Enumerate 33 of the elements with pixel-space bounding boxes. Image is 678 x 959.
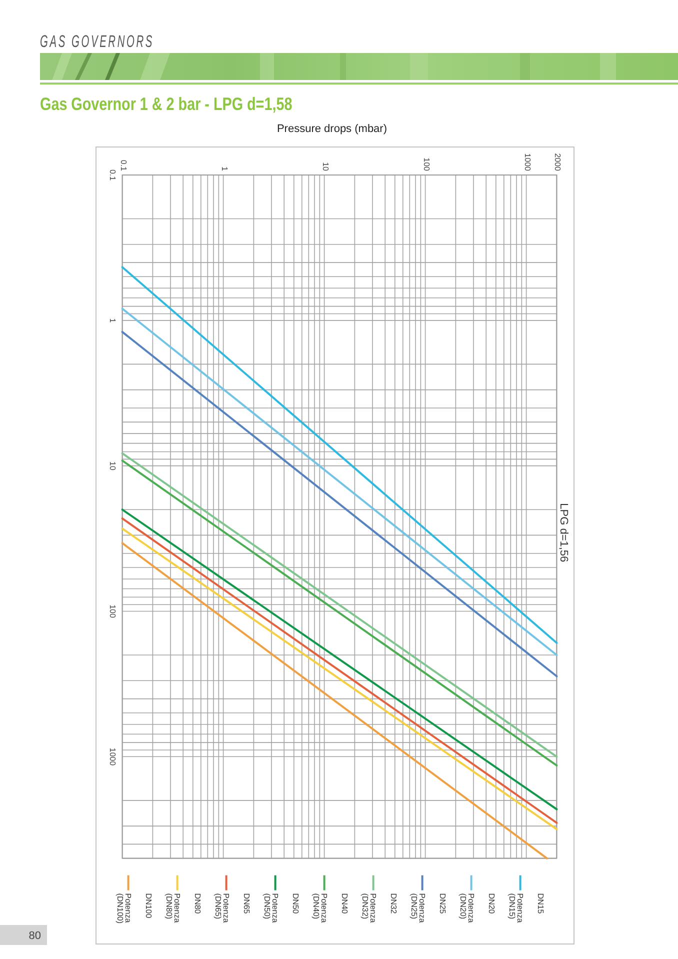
y-tick-label: 1 (108, 318, 117, 324)
y-tick-label: 100 (108, 604, 117, 618)
y-tick-label: 10 (108, 461, 117, 471)
text: DN40 (340, 893, 350, 914)
text: LPG d=1,56 (558, 503, 570, 562)
legend-label: Potenza (DN40) (312, 893, 329, 924)
text: DN50 (292, 893, 300, 914)
text: GAS GOVERNORS (40, 31, 154, 51)
text: DN25 (438, 893, 448, 914)
text: DN100 (144, 893, 154, 919)
x-tick-label: 100 (422, 158, 431, 172)
text: DN15 (536, 893, 546, 914)
x-tick-label: 10 (320, 162, 330, 172)
legend-label: Potenza (DN20) (459, 893, 476, 924)
text: 80 (28, 930, 41, 942)
x-axis-title: Pressure drops (mbar) (276, 123, 388, 135)
text: DN65 (242, 893, 252, 914)
legend-label: Potenza (DN15) (508, 893, 525, 924)
legend-label: Potenza (DN80) (165, 893, 182, 924)
x-tick-label: 0.1 (118, 160, 128, 172)
x-tick-label: 1 (220, 166, 229, 172)
legend-label: Potenza (DN65) (214, 893, 231, 924)
text: DN32 (390, 893, 398, 914)
legend-label: Potenza (DN32) (361, 893, 378, 924)
legend-label: Potenza (DN100) (116, 893, 133, 924)
text: DN80 (194, 893, 202, 914)
x-tick-label: 2000 (553, 153, 562, 172)
y-tick-label: 1000 (108, 748, 117, 766)
text: DN20 (488, 893, 496, 914)
chart-title: Gas Governor 1 & 2 bar - LPG d=1,58 (40, 94, 292, 114)
legend-label: Potenza (DN50) (263, 893, 280, 924)
legend-label: Potenza (DN25) (410, 893, 427, 924)
x-tick-label: 1000 (522, 153, 532, 172)
